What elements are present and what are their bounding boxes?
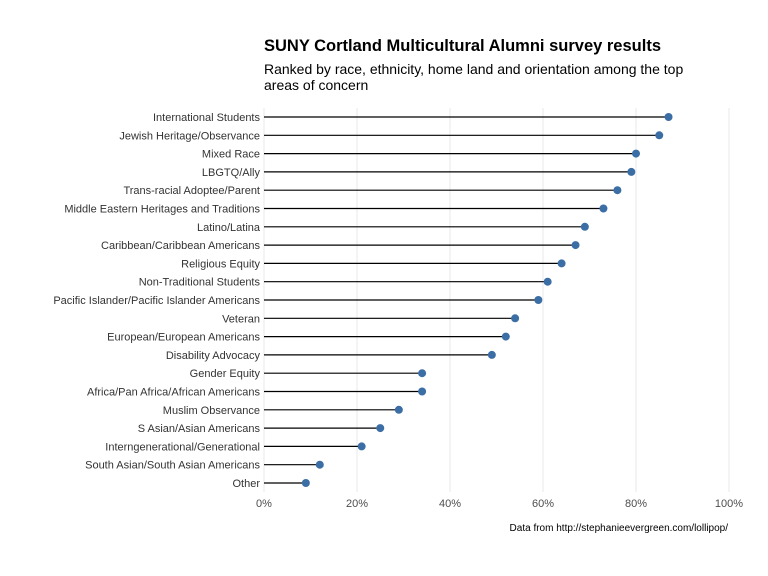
- category-label: Mixed Race: [202, 149, 260, 161]
- chart-caption: Data from http://stephanieevergreen.com/…: [509, 523, 728, 534]
- lollipop-point: [599, 204, 608, 213]
- lollipop-point: [357, 442, 366, 451]
- category-label: Trans-racial Adoptee/Parent: [123, 185, 260, 197]
- category-label: Disability Advocacy: [166, 350, 261, 362]
- category-label: LBGTQ/Ally: [202, 167, 261, 179]
- x-tick-label: 100%: [715, 498, 743, 510]
- lollipop-point: [487, 350, 496, 359]
- lollipop-point: [418, 387, 427, 396]
- point-layer: [301, 113, 673, 487]
- category-label: Gender Equity: [190, 368, 261, 380]
- lollipop-point: [557, 259, 566, 268]
- category-label: Religious Equity: [181, 258, 260, 270]
- lollipop-point: [301, 479, 310, 487]
- category-label: Muslim Observance: [163, 405, 260, 417]
- lollipop-point: [571, 241, 580, 250]
- lollipop-point: [627, 167, 636, 176]
- category-label: Non-Traditional Students: [139, 277, 261, 289]
- lollipop-point: [418, 369, 427, 378]
- x-tick-label: 80%: [625, 498, 647, 510]
- lollipop-point: [501, 332, 510, 341]
- category-label: South Asian/South Asian Americans: [85, 460, 260, 472]
- x-tick-label: 0%: [256, 498, 272, 510]
- category-label: Other: [232, 478, 260, 490]
- category-label: Jewish Heritage/Observance: [119, 130, 260, 142]
- lollipop-point: [534, 296, 543, 304]
- category-labels: International Students Jewish Heritage/Ob…: [53, 112, 261, 490]
- category-label: International Students: [153, 112, 261, 124]
- chart-title: SUNY Cortland Multicultural Alumni surve…: [264, 37, 661, 55]
- category-label: Caribbean/Caribbean Americans: [101, 240, 260, 252]
- category-label: European/European Americans: [107, 332, 260, 344]
- lollipop-point: [580, 222, 589, 231]
- lollipop-point: [543, 277, 552, 286]
- x-tick-label: 40%: [439, 498, 461, 510]
- lollipop-point: [511, 314, 520, 323]
- lollipop-point: [376, 424, 385, 433]
- x-tick-labels: 0% 20% 40% 60% 80% 100%: [256, 498, 743, 510]
- lollipop-point: [613, 186, 622, 195]
- lollipop-point: [632, 149, 640, 158]
- lollipop-point: [664, 113, 673, 121]
- category-label: Interngenerational/Generational: [105, 441, 260, 453]
- lollipop-point: [655, 131, 664, 140]
- category-label: Africa/Pan Africa/African Americans: [87, 387, 261, 399]
- x-tick-label: 60%: [532, 498, 554, 510]
- lollipop-point: [394, 405, 403, 414]
- category-label: Veteran: [222, 313, 260, 325]
- category-label: Latino/Latina: [197, 222, 261, 234]
- x-tick-label: 20%: [346, 498, 368, 510]
- stem-layer: [264, 116, 669, 484]
- chart-subtitle: Ranked by race, ethnicity, home land and…: [264, 61, 684, 93]
- category-label: Pacific Islander/Pacific Islander Americ…: [53, 295, 260, 307]
- lollipop-point: [315, 460, 324, 469]
- category-label: Middle Eastern Heritages and Traditions: [64, 204, 260, 216]
- category-label: S Asian/Asian Americans: [138, 423, 261, 435]
